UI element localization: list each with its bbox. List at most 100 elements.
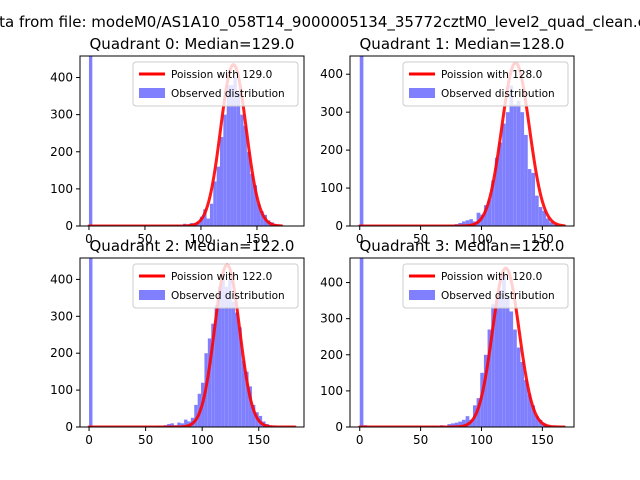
x-tick-label: 100: [470, 433, 493, 447]
histogram-bar: [454, 422, 459, 427]
histogram-bar: [549, 222, 554, 226]
histogram-bar: [553, 224, 557, 226]
x-tick-label: 50: [138, 433, 153, 447]
histogram-bar: [487, 199, 492, 226]
poisson-curve: [358, 266, 566, 427]
panel-title: Quadrant 3: Median=120.0: [360, 237, 565, 255]
legend-label-observed: Observed distribution: [441, 290, 555, 302]
histogram-bar: [483, 354, 488, 427]
histogram-bar: [527, 394, 532, 427]
histogram-bar: [194, 404, 198, 427]
quadrant-0-panel: 0 50 100 150 0 100 200 300 400 Quadrant 0: Median…: [50, 35, 305, 246]
histogram-bar: [240, 114, 244, 226]
histogram-bar: [203, 209, 207, 226]
histogram-bar: [184, 419, 188, 427]
histogram-bar: [224, 286, 229, 427]
histogram-bar: [180, 423, 185, 427]
histogram-bar: [524, 134, 528, 226]
histogram-bar: [233, 77, 237, 226]
histogram-bar: [245, 371, 249, 427]
panel-title: Quadrant 2: Median=122.0: [90, 237, 295, 255]
histogram-bar: [250, 174, 254, 226]
histogram-bar: [220, 136, 224, 226]
legend-box: [402, 61, 569, 107]
histogram-bar: [502, 123, 506, 226]
histogram-bar-zero: [89, 258, 93, 427]
histogram-bar: [170, 423, 174, 427]
histogram-bar: [211, 323, 215, 427]
histogram-bar: [234, 312, 239, 427]
histogram-bar: [253, 185, 257, 226]
x-tick-label: 50: [137, 232, 152, 246]
histogram-bar: [218, 286, 222, 427]
y-tick-label: 0: [65, 219, 73, 233]
legend-patch-swatch: [139, 88, 165, 98]
histogram-bar: [226, 84, 231, 226]
histogram-bar: [516, 347, 521, 427]
histogram-bar: [491, 304, 495, 427]
histogram-bar: [223, 114, 227, 226]
panel-title: Quadrant 1: Median=128.0: [360, 35, 565, 53]
y-tick-label: 200: [50, 346, 73, 360]
x-tick-label: 100: [470, 232, 493, 246]
histogram-bar: [221, 279, 225, 427]
histogram-bar: [213, 181, 217, 226]
x-tick-label: 100: [190, 232, 213, 246]
legend-label-observed: Observed distribution: [171, 290, 285, 302]
legend: Poission with 122.0 Observed distribution: [132, 263, 299, 309]
histogram-bar: [207, 338, 212, 427]
histogram-bar: [491, 180, 495, 226]
x-tick-label: 0: [85, 232, 93, 246]
y-tick-label: 0: [335, 420, 343, 434]
legend: Poission with 129.0 Observed distribution: [132, 61, 299, 107]
legend-patch-swatch: [139, 290, 165, 300]
histogram-bar: [520, 112, 525, 226]
histogram-bar: [209, 203, 214, 226]
histogram-bar: [260, 211, 264, 226]
plot-area: [358, 258, 566, 427]
legend-box: [132, 61, 299, 107]
histogram-bar: [509, 85, 514, 226]
histogram-bar: [476, 398, 481, 427]
histogram-bar: [238, 327, 242, 427]
quadrant-1-panel: 0 50 100 150 0 100 200 300 400 Quadrant 1: Median…: [320, 35, 575, 246]
legend-label-observed: Observed distribution: [441, 88, 555, 100]
poisson-curve: [87, 263, 297, 427]
x-tick-label: 50: [413, 433, 428, 447]
histogram-bar: [524, 380, 528, 427]
y-tick-label: 400: [50, 272, 73, 286]
histogram-bar: [216, 166, 220, 226]
histogram-bar-zero: [359, 258, 364, 427]
histogram-bar: [451, 423, 455, 427]
y-tick-label: 100: [320, 384, 343, 398]
histogram-bar: [206, 218, 210, 226]
y-tick-label: 100: [50, 182, 73, 196]
x-tick-label: 0: [356, 433, 364, 447]
legend-label-observed: Observed distribution: [171, 88, 285, 100]
histogram-bar: [505, 297, 510, 427]
legend-label-poisson: Poission with 128.0: [441, 69, 542, 81]
y-tick-label: 300: [50, 108, 73, 122]
histogram-bar: [502, 275, 506, 427]
axes-frame: [79, 257, 305, 428]
histogram-bar: [476, 212, 481, 226]
y-tick-label: 200: [50, 145, 73, 159]
histogram-bar: [509, 311, 514, 427]
histogram-bar: [465, 416, 470, 427]
histogram-bar: [480, 214, 484, 226]
figure-suptitle: Data from file: modeM0/AS1A10_058T14_900…: [0, 13, 640, 32]
histogram-bar: [465, 220, 470, 226]
legend: Poission with 128.0 Observed distribution: [402, 61, 569, 107]
histogram-bar: [487, 329, 492, 427]
y-tick-label: 300: [320, 105, 343, 119]
histogram-bar-zero: [88, 56, 93, 226]
y-tick-label: 400: [50, 71, 73, 85]
x-tick-label: 150: [246, 232, 269, 246]
quadrant-2-panel: 0 50 100 150 0 100 200 300 400 Quadrant 2: Median…: [50, 237, 305, 447]
histogram-bar: [228, 279, 232, 427]
histogram-bar: [246, 151, 251, 226]
histogram-bar-zero: [359, 56, 364, 226]
y-tick-label: 0: [335, 219, 343, 233]
histogram-bar: [516, 100, 521, 226]
